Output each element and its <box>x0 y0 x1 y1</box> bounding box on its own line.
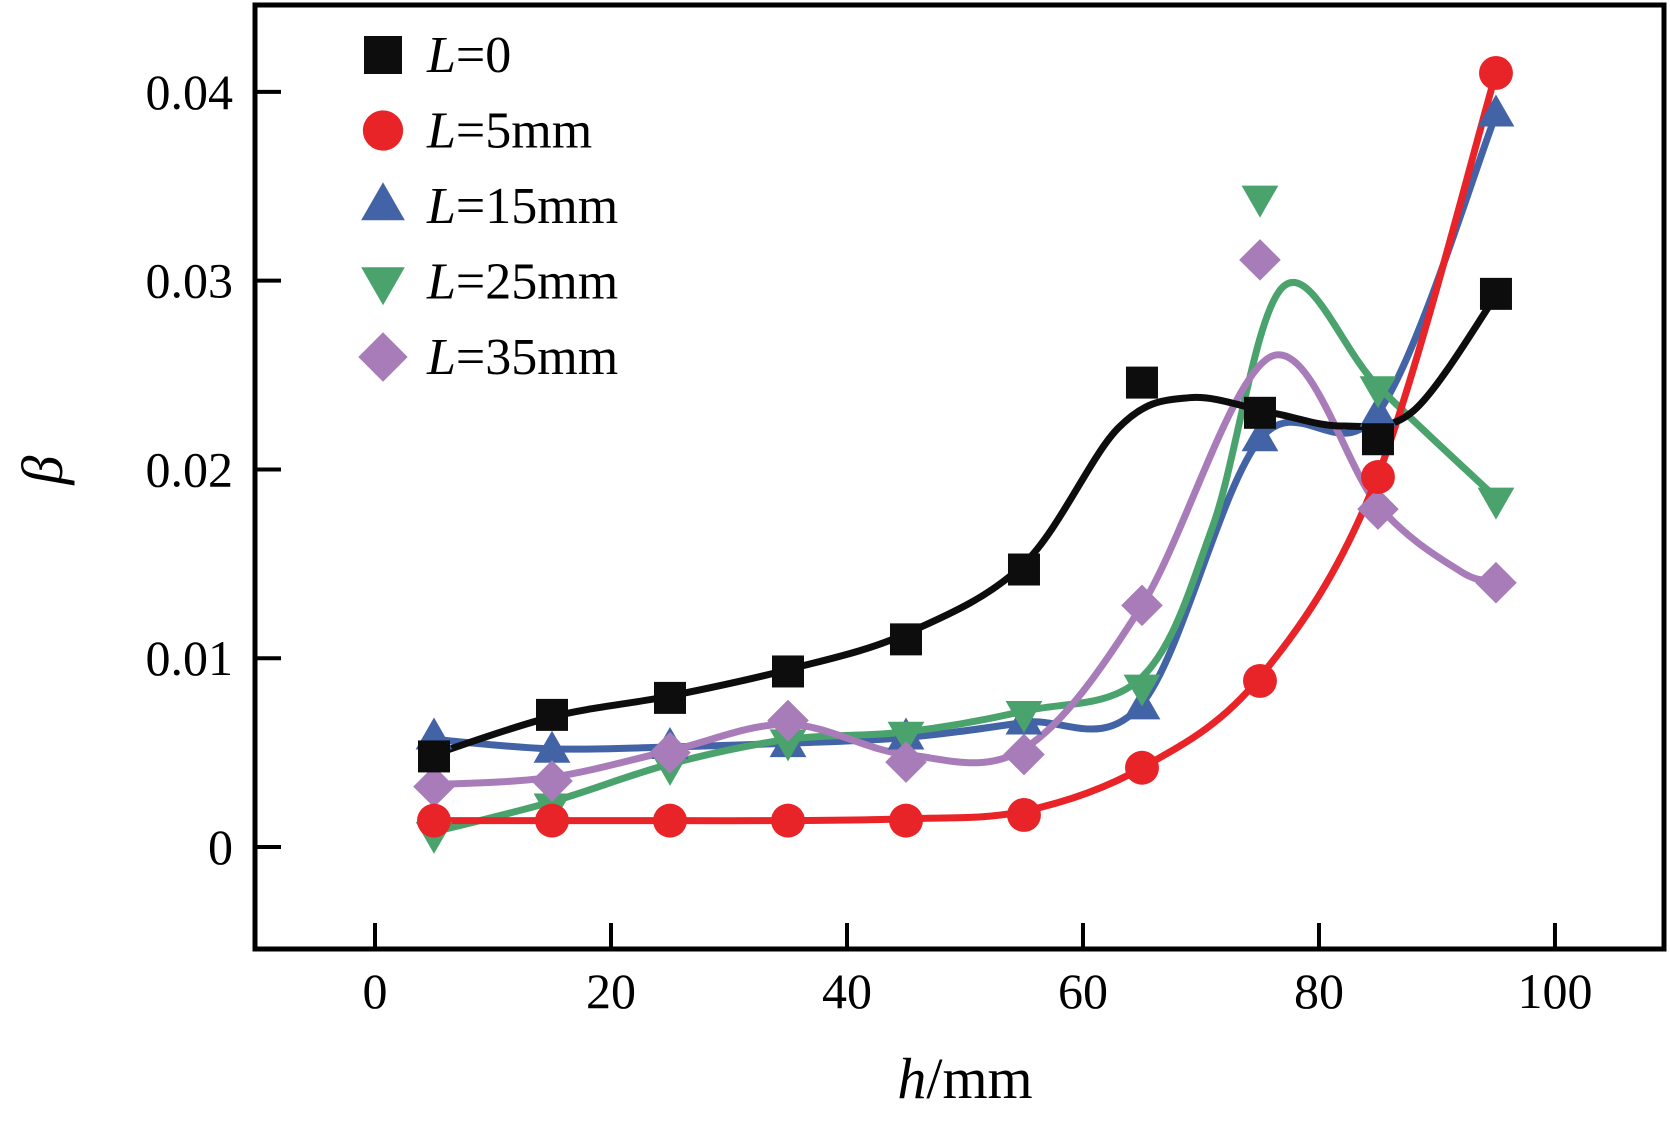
legend-label: L=25mm <box>426 254 618 311</box>
data-point-triangle-up-h85 <box>1359 394 1397 427</box>
legend-marker-diamond <box>358 332 408 382</box>
legend-marker-triangle-up <box>361 182 405 221</box>
y-axis-title: β <box>10 455 75 485</box>
legend-label-value: =5mm <box>456 103 592 160</box>
data-point-triangle-down-h45 <box>887 721 925 754</box>
legend-marker-triangle-down <box>361 267 405 306</box>
data-point-triangle-up-h15 <box>533 730 571 763</box>
legend-label: L=0 <box>426 27 511 84</box>
data-point-diamond-h15 <box>531 760 573 802</box>
data-point-square-h85 <box>1361 423 1394 456</box>
data-point-diamond-h45 <box>885 741 927 783</box>
legend-label-variable: L <box>426 254 456 311</box>
x-axis-title-variable: h <box>897 1046 926 1111</box>
data-point-circle-h45 <box>889 803 923 838</box>
data-point-circle-h65 <box>1125 750 1159 785</box>
legend-label-variable: L <box>426 27 456 84</box>
data-point-diamond-h25 <box>649 731 691 774</box>
data-point-circle-h75 <box>1243 663 1277 698</box>
data-point-triangle-down-h35 <box>769 729 807 762</box>
data-point-triangle-up-h75 <box>1241 419 1279 452</box>
series-line-l25mm <box>430 279 1500 836</box>
x-tick-label: 100 <box>1517 963 1592 1019</box>
data-point-circle-h35 <box>771 803 805 838</box>
data-point-triangle-down-h75 <box>1241 185 1279 218</box>
legend-label-value: =15mm <box>456 178 618 235</box>
legend-label: L=5mm <box>426 103 592 160</box>
data-point-square-h15 <box>535 698 568 731</box>
data-point-diamond-h95 <box>1475 561 1517 604</box>
data-point-circle-h85 <box>1361 460 1395 494</box>
data-point-circle-h15 <box>535 803 569 838</box>
data-point-triangle-down-h65 <box>1123 674 1161 707</box>
x-tick-label: 40 <box>822 963 872 1019</box>
legend-label-variable: L <box>426 103 456 160</box>
legend-label-variable: L <box>426 178 456 235</box>
y-tick-label: 0 <box>208 819 233 875</box>
data-point-square-h65 <box>1125 366 1158 399</box>
data-point-square-h45 <box>889 623 922 656</box>
x-tick-label: 80 <box>1294 963 1344 1019</box>
legend-label-value: =25mm <box>456 254 618 311</box>
data-point-diamond-h65 <box>1121 584 1163 627</box>
legend-label-variable: L <box>426 329 456 386</box>
data-point-triangle-down-h85 <box>1359 376 1397 409</box>
data-point-circle-h95 <box>1479 56 1513 90</box>
data-point-triangle-up-h95 <box>1477 94 1515 127</box>
legend-label: L=15mm <box>426 178 618 235</box>
data-point-diamond-h55 <box>1003 733 1045 776</box>
x-axis-title: h/mm <box>897 1046 1032 1111</box>
data-point-square-h25 <box>653 681 686 714</box>
x-tick-label: 0 <box>363 963 388 1019</box>
y-tick-label: 0.02 <box>146 441 234 497</box>
y-tick-label: 0.03 <box>146 253 234 309</box>
y-tick-label: 0.01 <box>146 630 234 686</box>
data-point-square-h55 <box>1007 553 1040 586</box>
data-point-square-h5 <box>418 740 451 773</box>
legend-label-value: =35mm <box>456 329 618 386</box>
legend-label: L=35mm <box>426 329 618 386</box>
legend-marker-square <box>364 36 402 74</box>
data-point-circle-h55 <box>1007 797 1041 832</box>
data-point-diamond-h85 <box>1357 488 1399 530</box>
series-line-l0 <box>430 292 1500 758</box>
data-point-circle-h5 <box>417 803 451 838</box>
data-point-diamond-h75 <box>1239 239 1281 281</box>
plot-frame <box>252 2 1667 952</box>
data-point-diamond-h35 <box>767 699 809 742</box>
data-point-circle-h25 <box>653 803 687 838</box>
data-point-square-h75 <box>1243 396 1276 429</box>
x-tick-label: 60 <box>1058 963 1108 1019</box>
data-point-square-h35 <box>771 655 804 688</box>
data-point-triangle-down-h55 <box>1005 701 1043 733</box>
legend-marker-circle <box>362 110 404 151</box>
data-point-triangle-down-h95 <box>1477 487 1515 520</box>
x-tick-label: 20 <box>586 963 636 1019</box>
x-axis-title-unit: /mm <box>926 1046 1032 1111</box>
legend-label-value: =0 <box>456 27 511 84</box>
y-tick-label: 0.04 <box>146 64 234 120</box>
data-point-diamond-h5 <box>413 765 455 808</box>
data-point-square-h95 <box>1479 277 1512 310</box>
